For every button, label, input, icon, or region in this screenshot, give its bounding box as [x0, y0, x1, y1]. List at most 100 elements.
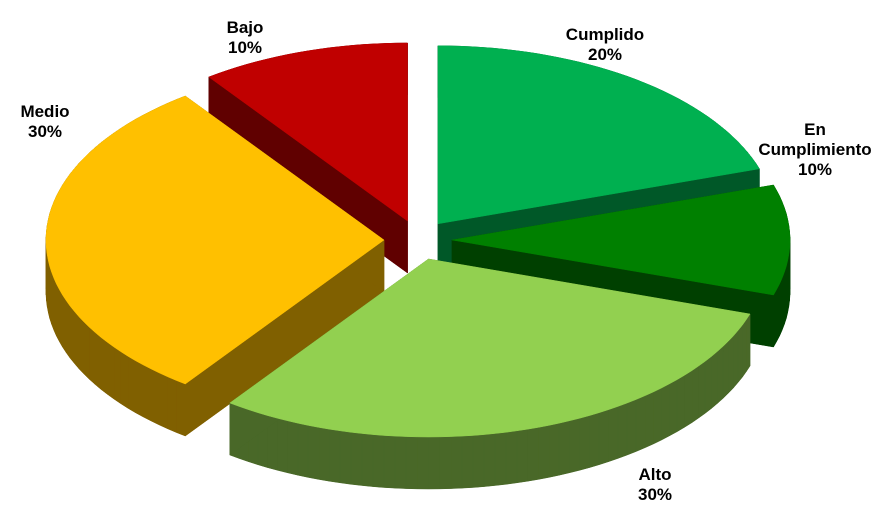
slice — [45, 95, 385, 385]
slice-side — [598, 409, 609, 466]
category-label: Cumplido — [565, 25, 645, 44]
slice-side — [372, 434, 385, 488]
slice-side — [297, 422, 309, 478]
slice-side — [94, 331, 102, 390]
slice-side — [698, 360, 706, 419]
slice-side — [784, 266, 787, 325]
slice-side — [608, 406, 619, 462]
slice — [208, 42, 408, 222]
slice-label: Bajo 10% — [170, 18, 320, 58]
category-label: En Cumplimiento — [758, 120, 872, 159]
slice-side — [135, 360, 144, 418]
slice-side — [158, 372, 168, 430]
slice-side — [746, 313, 751, 373]
slice-side — [450, 435, 463, 489]
value-label: 30% — [637, 485, 673, 504]
category-label: Medio — [20, 102, 70, 121]
slice-side — [737, 324, 743, 384]
slice-side — [350, 432, 363, 486]
slice-side — [644, 391, 654, 449]
slice — [437, 45, 760, 225]
slice-side — [100, 336, 108, 395]
slice — [451, 184, 791, 296]
slice-side — [361, 433, 374, 487]
slice-label: En Cumplimiento 10% — [755, 120, 875, 180]
slice-side — [589, 412, 600, 468]
slice-side — [318, 427, 330, 482]
slice-label: Cumplido 20% — [530, 25, 680, 65]
slice-side — [405, 436, 418, 490]
slice-side — [742, 318, 747, 378]
slice-side — [83, 321, 90, 380]
slice-side — [339, 430, 352, 485]
slice-side — [704, 355, 712, 414]
slice-side — [653, 387, 662, 445]
value-label: 20% — [587, 45, 623, 64]
slice-label: Medio 30% — [0, 102, 120, 142]
slice-side — [773, 288, 777, 348]
slice-side — [781, 272, 785, 331]
slice-side — [579, 415, 590, 471]
value-label: 10% — [227, 38, 263, 57]
slice-side — [717, 345, 724, 404]
slice-side — [527, 427, 539, 482]
slice-side — [558, 420, 570, 476]
slice-side — [676, 374, 685, 433]
value-label: 30% — [27, 122, 63, 141]
slice — [229, 258, 751, 438]
slice-side — [65, 299, 71, 359]
slice-side — [538, 425, 550, 480]
slice-side — [150, 368, 160, 426]
slice-side — [74, 310, 80, 370]
slice-side — [617, 402, 628, 459]
slice-side — [461, 435, 474, 489]
slice-side — [428, 436, 440, 490]
slice-side — [691, 365, 699, 424]
slice-side — [383, 435, 396, 489]
slice-side — [417, 436, 429, 490]
slice-side — [307, 425, 320, 480]
slice-side — [472, 434, 485, 488]
slice-side — [53, 277, 57, 336]
slice-side — [142, 364, 152, 422]
slice-side — [277, 417, 288, 474]
slice-side — [51, 272, 55, 331]
slice-side — [439, 436, 452, 490]
category-label: Bajo — [226, 18, 264, 37]
slice-side — [483, 433, 496, 487]
slice-side — [711, 350, 718, 409]
slice-side — [69, 305, 75, 365]
slice-side — [113, 346, 121, 405]
slice-side — [78, 316, 85, 375]
slice-side — [56, 283, 60, 342]
slice-side — [635, 395, 646, 452]
slice-side — [779, 277, 783, 336]
slice-label: Alto 30% — [580, 465, 730, 505]
slice-side — [287, 420, 299, 476]
slice-side — [394, 435, 407, 489]
slice-side — [167, 376, 177, 433]
slice-side — [59, 288, 63, 348]
slice-side — [669, 379, 678, 437]
slice-side — [722, 340, 729, 399]
slice-side — [176, 380, 186, 437]
slice-side — [89, 326, 96, 385]
slice-side — [776, 283, 780, 342]
slice-side — [626, 399, 637, 456]
slice-side — [494, 432, 507, 486]
slice-side — [62, 294, 67, 354]
slice-side — [49, 266, 52, 325]
slice-side — [505, 430, 518, 485]
slice-side — [516, 428, 528, 484]
slice-side — [329, 428, 341, 484]
slice-side — [733, 329, 739, 389]
slice-side — [120, 351, 129, 409]
slice-side — [684, 370, 693, 428]
slice-side — [127, 355, 136, 414]
slice-side — [728, 335, 734, 394]
slice-side — [548, 422, 560, 478]
value-label: 10% — [797, 160, 833, 179]
slice-side — [569, 417, 580, 474]
